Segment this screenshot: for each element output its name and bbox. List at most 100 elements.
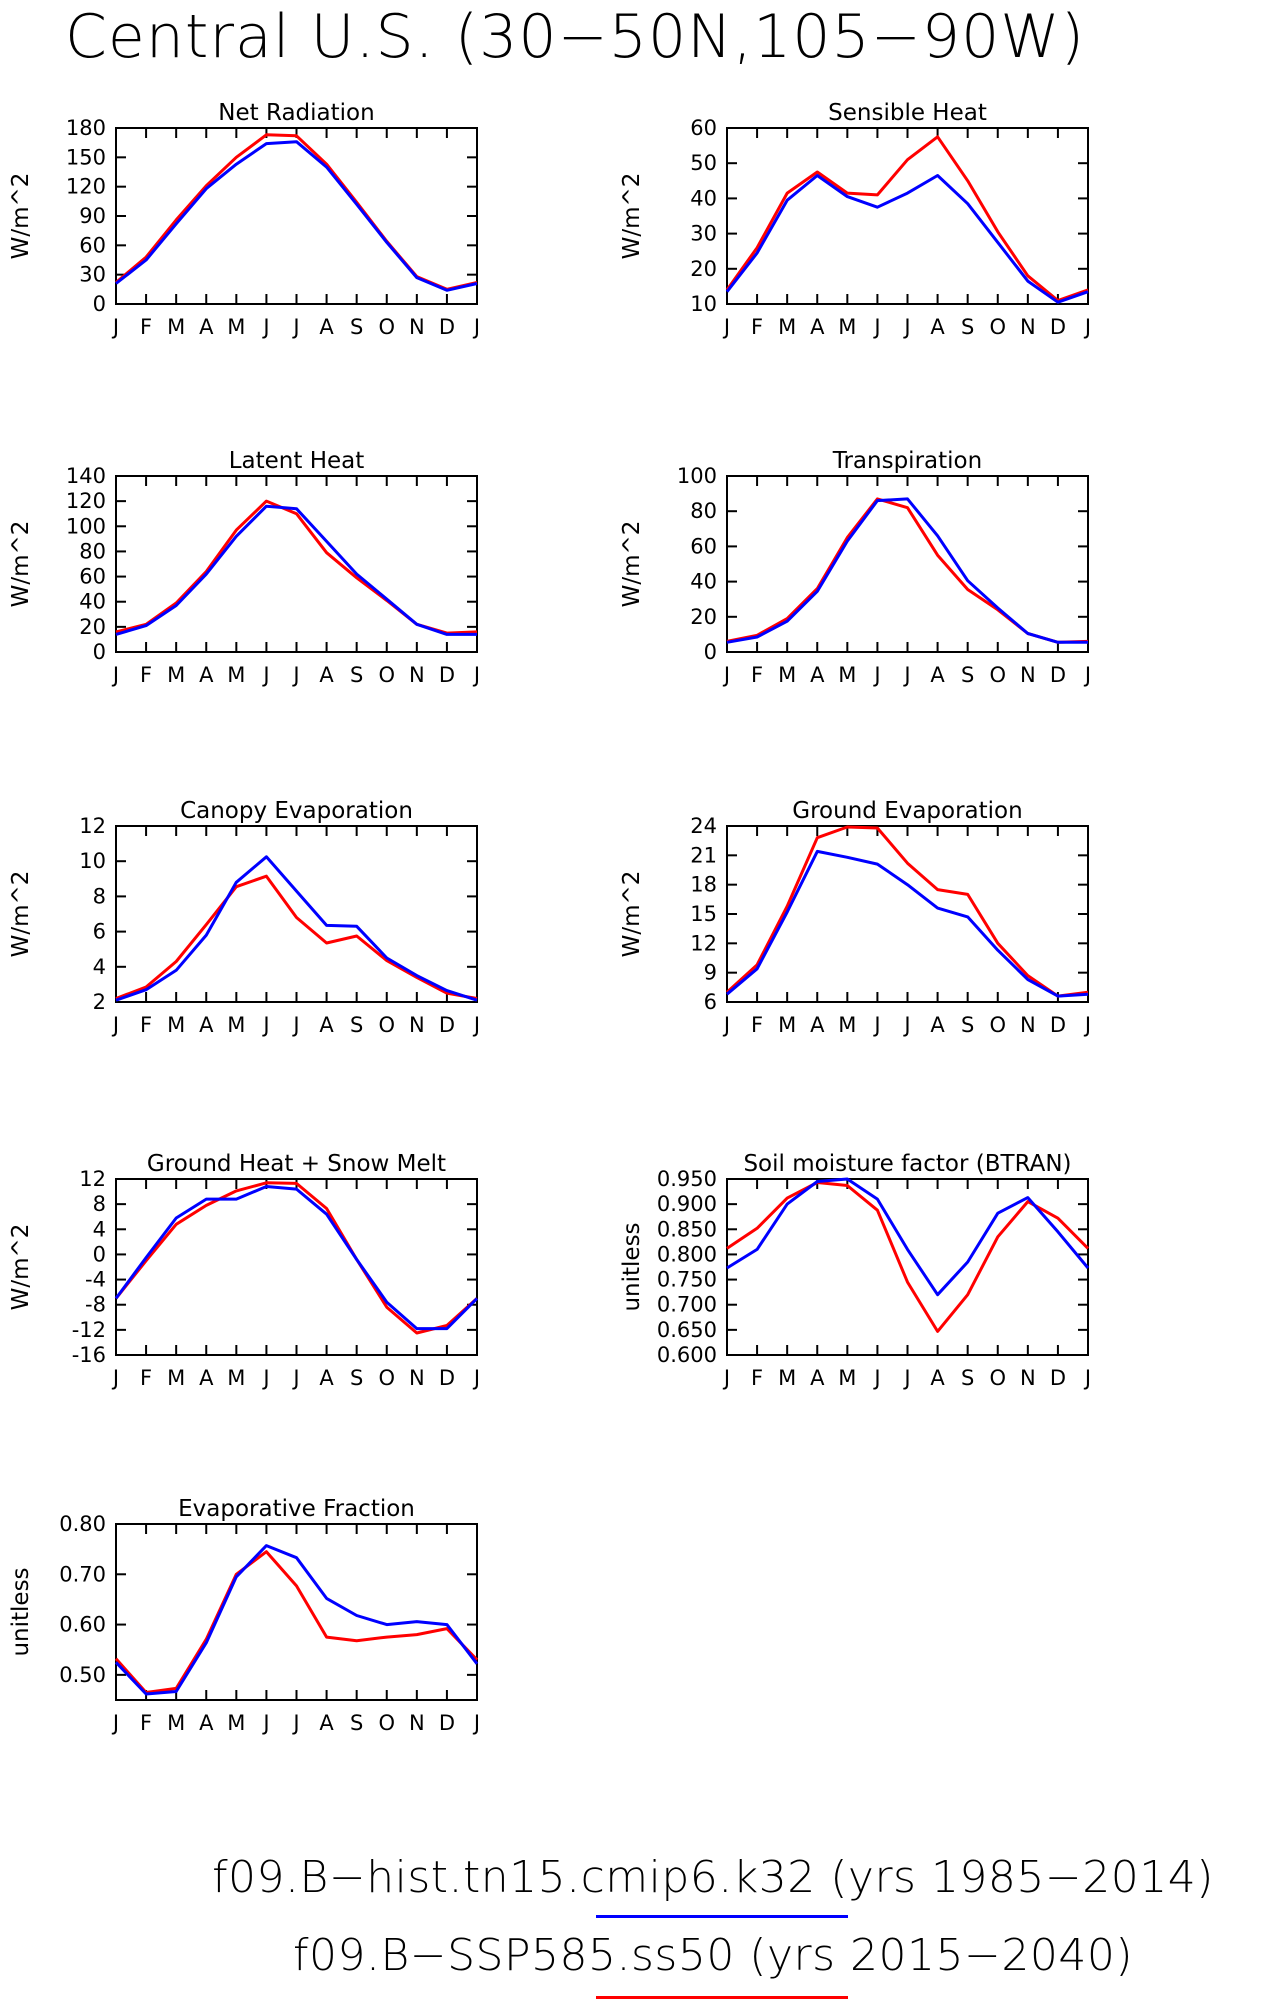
x-tick-label: J	[902, 1013, 910, 1037]
x-tick-label: O	[378, 1711, 395, 1735]
y-tick-label: 15	[690, 902, 717, 926]
y-tick-label: 0	[93, 292, 106, 316]
x-tick-label: A	[199, 1366, 214, 1390]
x-tick-label: J	[291, 1366, 299, 1390]
x-tick-label: A	[810, 315, 825, 339]
y-tick-label: 0	[93, 1242, 106, 1266]
x-tick-label: A	[199, 663, 214, 687]
panel-title: Sensible Heat	[828, 100, 987, 126]
y-tick-label: 9	[704, 961, 717, 985]
x-tick-label: J	[111, 1366, 119, 1390]
y-tick-label: 60	[690, 534, 717, 558]
x-tick-label: D	[1050, 663, 1066, 687]
x-tick-label: D	[1050, 315, 1066, 339]
x-tick-label: S	[350, 1013, 363, 1037]
series-line-ssp	[115, 133, 478, 291]
x-tick-label: M	[227, 1711, 245, 1735]
y-tick-label: 6	[704, 990, 717, 1014]
panel-title: Soil moisture factor (BTRAN)	[743, 1151, 1071, 1177]
y-tick-label: 0.60	[59, 1613, 106, 1637]
panel-7: Ground Heat + Snow Melt W/m^2 -16-12-8-404…	[8, 1151, 480, 1390]
x-tick-label: J	[261, 1366, 269, 1390]
series-line-ssp	[725, 135, 1089, 302]
figure-title: Central U.S. (30−50N,105−90W)	[65, 2, 1085, 72]
x-tick-label: D	[439, 1013, 455, 1037]
series-line-hist	[115, 855, 478, 1002]
x-tick-label: A	[810, 1013, 825, 1037]
y-tick-label: 0.80	[59, 1512, 106, 1536]
x-tick-label: A	[930, 315, 945, 339]
y-tick-label: 90	[79, 204, 106, 228]
x-tick-label: J	[291, 663, 299, 687]
x-tick-label: J	[472, 663, 480, 687]
x-tick-label: D	[439, 663, 455, 687]
x-tick-label: O	[378, 1013, 395, 1037]
x-tick-label: J	[872, 315, 880, 339]
x-tick-label: A	[319, 315, 334, 339]
y-axis-label: W/m^2	[619, 521, 645, 608]
x-tick-label: O	[378, 663, 395, 687]
x-tick-label: F	[140, 1013, 152, 1037]
x-tick-label: A	[199, 1711, 214, 1735]
x-tick-label: N	[409, 663, 425, 687]
y-tick-label: 0	[93, 640, 106, 664]
x-tick-label: J	[111, 315, 119, 339]
y-tick-label: -8	[85, 1293, 106, 1317]
y-tick-label: 120	[66, 489, 106, 513]
x-tick-label: F	[751, 1366, 763, 1390]
x-tick-label: J	[902, 315, 910, 339]
y-axis-label: W/m^2	[619, 871, 645, 958]
x-tick-label: J	[472, 1366, 480, 1390]
x-tick-label: N	[409, 1711, 425, 1735]
y-tick-label: 20	[690, 257, 717, 281]
x-tick-label: O	[989, 663, 1006, 687]
x-tick-label: J	[111, 1711, 119, 1735]
x-tick-label: A	[319, 1711, 334, 1735]
x-tick-label: J	[722, 663, 730, 687]
y-tick-label: 150	[66, 145, 106, 169]
x-tick-label: J	[472, 1013, 480, 1037]
x-tick-label: O	[989, 315, 1006, 339]
x-tick-label: O	[378, 1366, 395, 1390]
y-tick-label: -12	[72, 1318, 106, 1342]
x-tick-label: S	[350, 663, 363, 687]
y-tick-label: 60	[79, 233, 106, 257]
panel-title: Ground Heat + Snow Melt	[147, 1151, 446, 1177]
y-tick-label: 12	[79, 1167, 106, 1191]
y-tick-label: 2	[93, 990, 106, 1014]
y-tick-label: 80	[690, 499, 717, 523]
y-axis-label: W/m^2	[8, 1224, 34, 1311]
y-tick-label: 100	[66, 514, 106, 538]
panel-title: Latent Heat	[229, 448, 365, 474]
x-tick-label: M	[838, 663, 856, 687]
x-tick-label: J	[722, 1013, 730, 1037]
y-axis-label: W/m^2	[8, 173, 34, 260]
panel-title: Ground Evaporation	[792, 798, 1022, 824]
x-tick-label: F	[140, 1366, 152, 1390]
x-tick-label: M	[778, 1013, 796, 1037]
panel-title: Transpiration	[832, 448, 982, 474]
y-tick-label: 0.850	[657, 1217, 717, 1241]
series-line-ssp	[725, 825, 1089, 998]
series-line-ssp	[726, 1181, 1090, 1333]
x-tick-label: J	[902, 1366, 910, 1390]
x-tick-label: S	[350, 1366, 363, 1390]
x-tick-label: J	[261, 1013, 269, 1037]
x-tick-label: N	[1020, 663, 1036, 687]
x-tick-label: M	[778, 315, 796, 339]
panel-title: Canopy Evaporation	[180, 798, 413, 824]
y-tick-label: 12	[79, 814, 106, 838]
x-tick-label: M	[227, 663, 245, 687]
x-tick-label: J	[1083, 663, 1091, 687]
x-tick-label: J	[872, 1013, 880, 1037]
series-line-hist	[115, 504, 477, 636]
y-tick-label: 50	[690, 151, 717, 175]
x-tick-label: J	[291, 315, 299, 339]
x-tick-label: A	[199, 1013, 214, 1037]
y-tick-label: 0	[704, 640, 717, 664]
y-tick-label: 120	[66, 175, 106, 199]
y-tick-label: -16	[72, 1343, 106, 1367]
x-tick-label: A	[810, 663, 825, 687]
